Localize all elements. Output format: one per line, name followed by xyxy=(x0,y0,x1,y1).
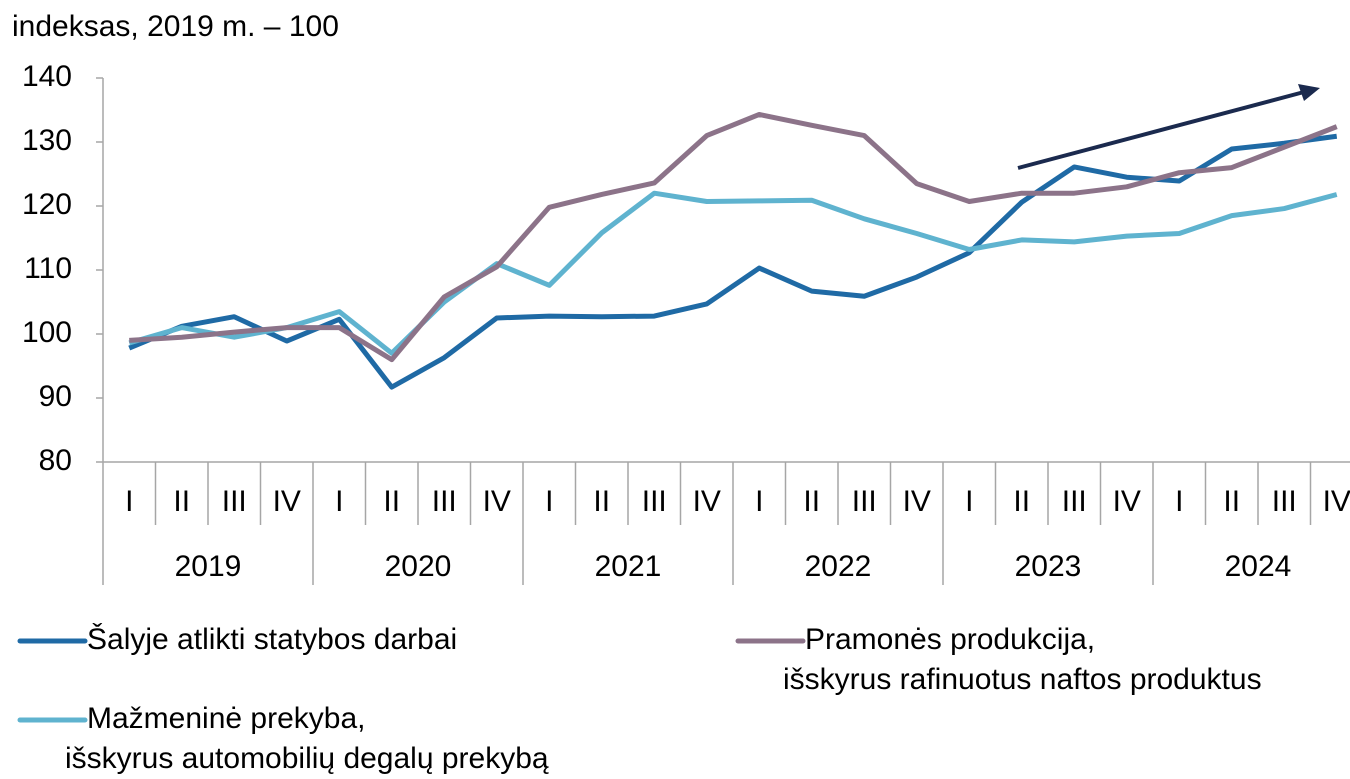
x-tick-label: II xyxy=(1223,485,1240,518)
series-line xyxy=(128,190,1338,356)
x-tick-label: I xyxy=(125,485,133,518)
x-tick-label: II xyxy=(593,485,610,518)
year-label: 2021 xyxy=(595,550,662,583)
y-tick-label: 90 xyxy=(39,380,72,413)
x-tick-label: IV xyxy=(273,485,301,518)
x-tick-label: IV xyxy=(693,485,721,518)
x-tick-label: IV xyxy=(483,485,511,518)
x-tick-label: I xyxy=(1175,485,1183,518)
x-tick-label: II xyxy=(173,485,190,518)
x-tick-label: I xyxy=(965,485,973,518)
x-tick-label: III xyxy=(852,485,877,518)
x-tick-label: II xyxy=(383,485,400,518)
y-tick-label: 110 xyxy=(24,252,72,285)
x-tick-label: III xyxy=(1272,485,1297,518)
x-tick-label: I xyxy=(335,485,343,518)
year-label: 2022 xyxy=(805,550,872,583)
x-tick-label: I xyxy=(545,485,553,518)
legend-label: Mažmeninė prekyba, išskyrus automobilių d… xyxy=(65,702,549,775)
trend-arrow-head xyxy=(1298,84,1320,101)
legend-label: Šalyje atlikti statybos darbai xyxy=(87,622,457,656)
year-label: 2023 xyxy=(1015,550,1082,583)
y-tick-label: 80 xyxy=(39,444,72,477)
series-line xyxy=(128,133,1338,390)
legend-label: Pramonės produkcija, išskyrus rafinuotus … xyxy=(783,623,1262,696)
trend-arrow xyxy=(1017,90,1305,170)
y-tick-label: 100 xyxy=(22,316,72,349)
y-tick-label: 140 xyxy=(22,60,72,93)
year-label: 2019 xyxy=(175,550,242,583)
x-tick-label: III xyxy=(1062,485,1087,518)
y-axis-label: indeksas, 2019 m. – 100 xyxy=(12,10,339,43)
x-tick-label: IV xyxy=(1323,485,1350,518)
x-tick-label: II xyxy=(803,485,820,518)
x-tick-label: III xyxy=(642,485,667,518)
year-label: 2020 xyxy=(385,550,452,583)
x-tick-label: II xyxy=(1013,485,1030,518)
year-label: 2024 xyxy=(1225,550,1292,583)
x-tick-label: III xyxy=(222,485,247,518)
x-tick-label: I xyxy=(755,485,763,518)
x-tick-label: IV xyxy=(903,485,931,518)
y-tick-label: 120 xyxy=(22,188,72,221)
x-tick-label: IV xyxy=(1113,485,1141,518)
x-tick-label: III xyxy=(432,485,457,518)
y-tick-label: 130 xyxy=(22,124,72,157)
series-line xyxy=(129,111,1338,363)
